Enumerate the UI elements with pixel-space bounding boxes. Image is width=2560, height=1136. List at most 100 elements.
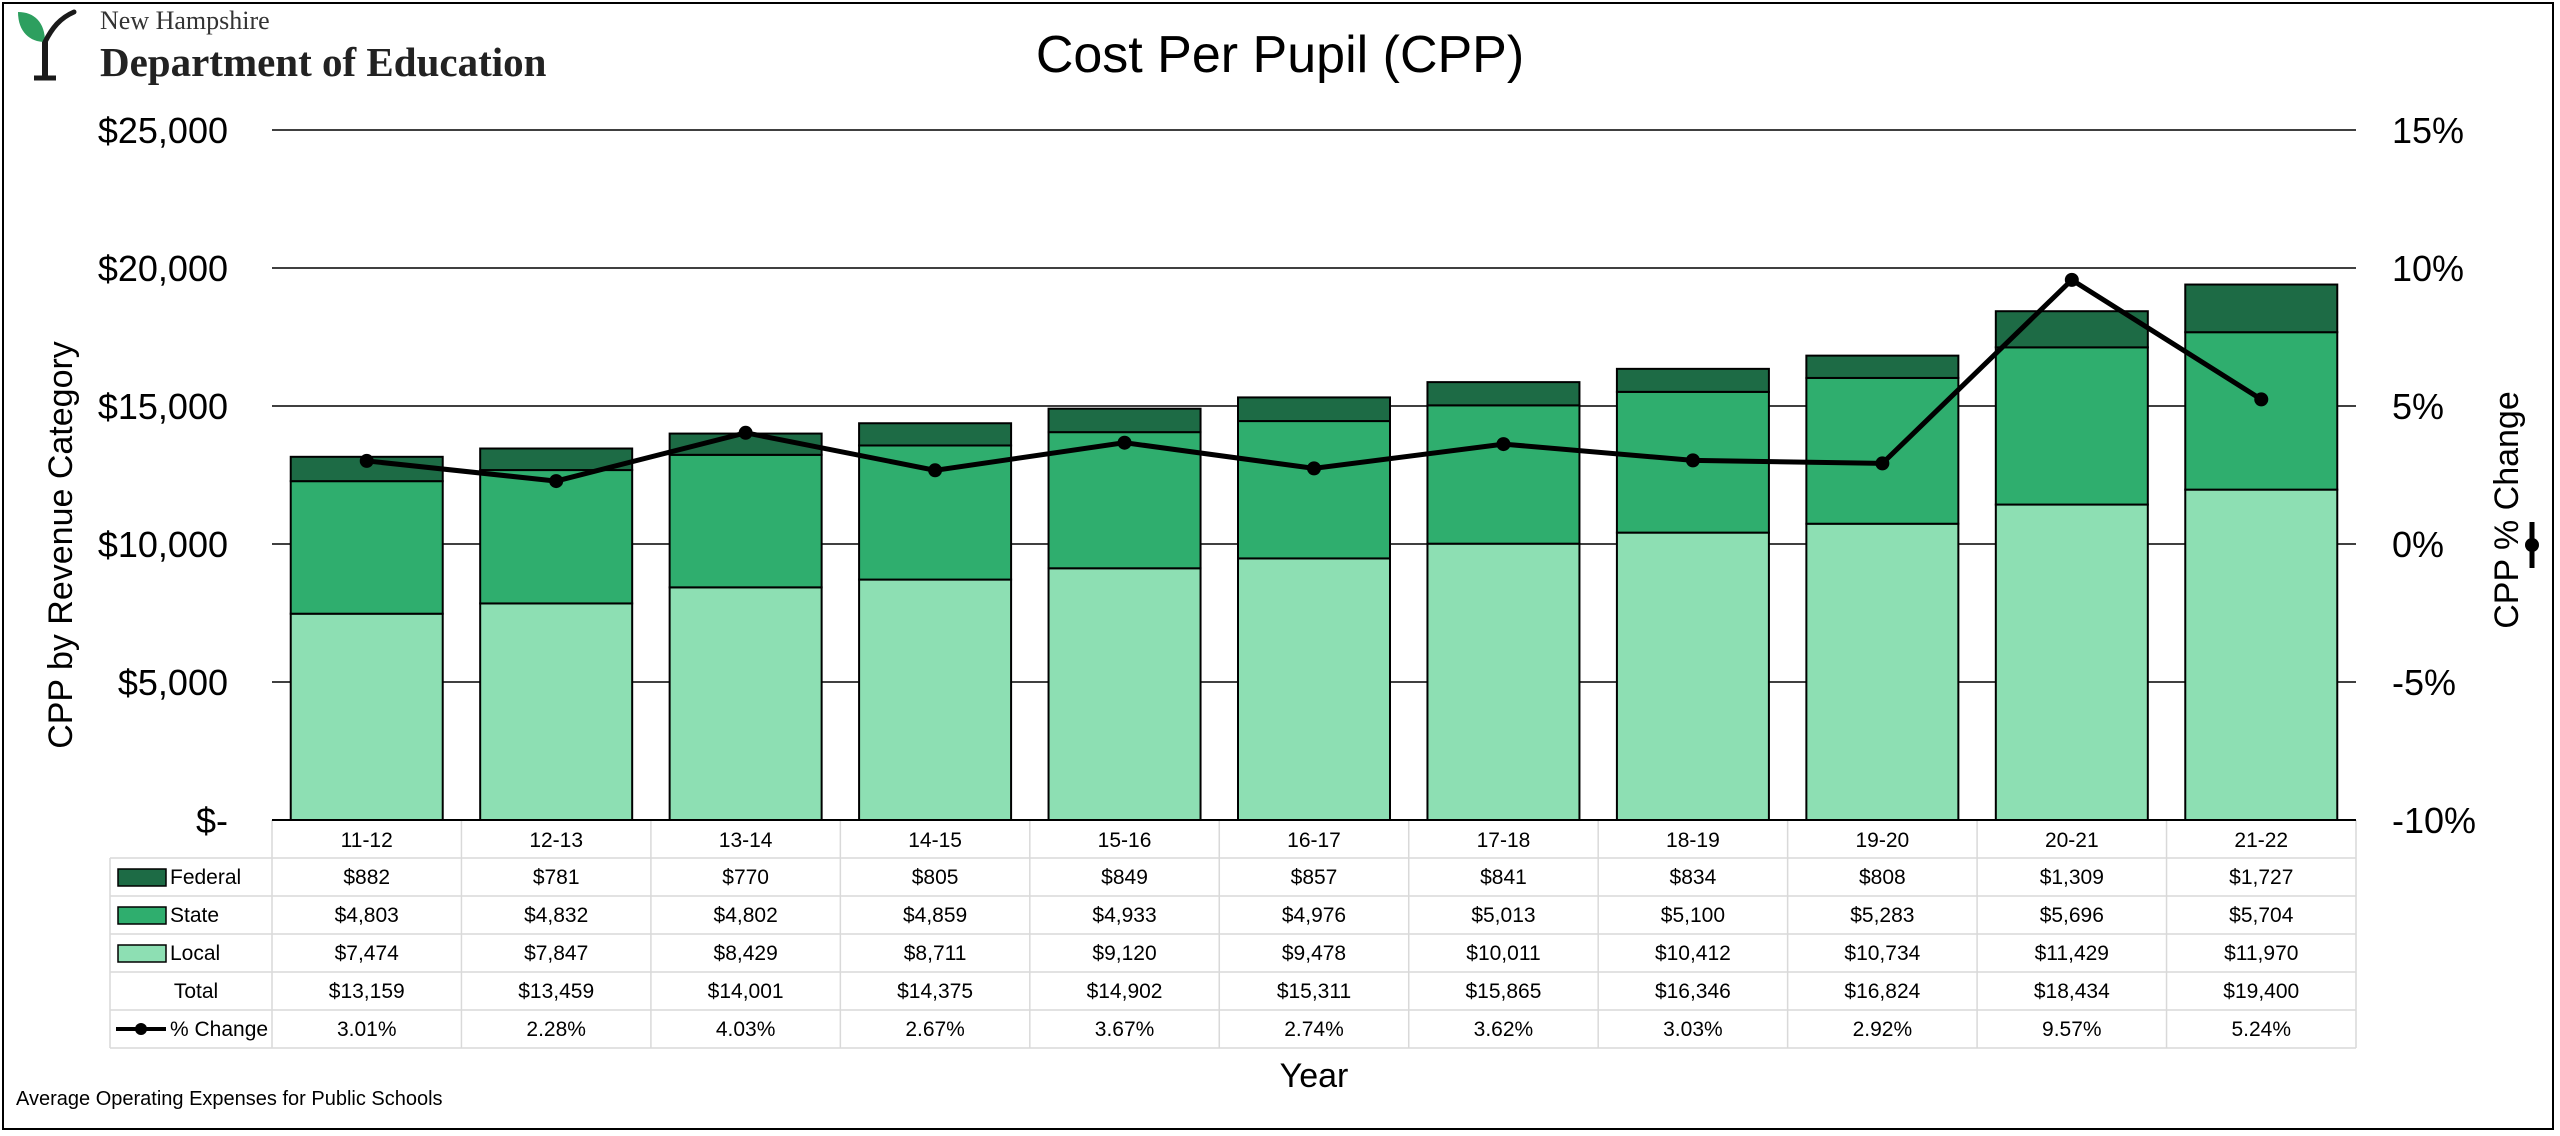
table-cell: $11,970 [2224,942,2298,965]
table-cell: 5.24% [2231,1018,2291,1041]
table-cell: $14,902 [1087,980,1163,1003]
data-table: 11-12 12-13 13-14 14-15 15-16 16-17 17-18 18-19… [109,819,2357,1049]
table-cell: $770 [722,866,769,889]
bar-series [289,283,2339,822]
legend-key-local [117,944,167,963]
bar-segment-state [2184,331,2339,491]
table-cell: 4.03% [716,1018,776,1041]
x-axis-label: Year [1280,1057,1349,1095]
table-cell: 3.67% [1095,1018,1155,1041]
table-cell: $9,120 [1092,942,1156,965]
table-cell: $9,478 [1282,942,1346,965]
y2-axis-ticks: -10% -5% 0% 5% 10% 15% [2392,110,2476,841]
table-cell: 3.01% [337,1018,397,1041]
table-cell: $882 [343,866,390,889]
bar-segment-local [289,612,444,821]
table-row-label: Total [174,980,218,1003]
table-cell: $5,704 [2229,904,2294,927]
table-cell: $16,346 [1655,980,1731,1003]
table-cell: $841 [1480,866,1527,889]
y-tick-label: $- [196,800,228,841]
table-cell: $5,696 [2040,904,2104,927]
legend-key-point [135,1023,147,1035]
table-cell: $15,865 [1465,980,1541,1003]
table-row-label: Federal [170,866,241,889]
table-cell: $1,727 [2229,866,2293,889]
table-cell: $7,474 [335,942,400,965]
table-cell: $4,802 [714,904,778,927]
bar-segment-federal [1047,407,1202,434]
table-cell: $4,803 [335,904,399,927]
y2-tick-label: 0% [2392,524,2444,565]
table-cell: $13,459 [518,980,594,1003]
table-cell: $808 [1859,866,1906,889]
bar-segment-state [1237,420,1391,560]
table-cell: $19,400 [2223,980,2299,1003]
y-tick-label: $15,000 [98,386,228,427]
bar-segment-local [1426,542,1581,821]
bar-segment-state [289,480,444,615]
y2-tick-label: -10% [2392,800,2476,841]
bar-segment-local [1994,503,2149,821]
pct-change-line [359,272,2269,489]
y-axis-label: CPP by Revenue Category [42,341,80,749]
bar-segment-state [1805,376,1960,525]
bar-segment-state [1994,346,2149,506]
table-cell: $18,434 [2034,980,2110,1003]
chart-title: Cost Per Pupil (CPP) [1036,26,1524,84]
table-cell: 3.62% [1474,1018,1534,1041]
bar-segment-state [479,469,634,605]
table-cell: $4,859 [903,904,967,927]
x-tick-label: 12-13 [529,829,583,852]
bar-segment-local [668,586,823,822]
bar-segment-local [1805,522,1960,821]
table-cell: 9.57% [2042,1018,2102,1041]
table-cell: $8,711 [904,942,967,965]
table-cell: $1,309 [2040,866,2104,889]
x-tick-label: 14-15 [908,829,962,852]
org-name-line2: Department of Education [100,39,547,85]
line-point [2254,392,2269,407]
line-point [1496,437,1511,452]
table-cell: $10,412 [1655,942,1731,965]
x-tick-label: 17-18 [1477,829,1531,852]
table-cell: $4,976 [1282,904,1346,927]
line-point [2064,272,2079,287]
y-axis-ticks: $- $5,000 $10,000 $15,000 $20,000 $25,000 [98,110,228,841]
table-cell: $11,429 [2035,942,2109,965]
table-cell: $13,159 [329,980,405,1003]
table-cell: $8,429 [714,942,778,965]
bar-segment-federal [1805,354,1960,379]
bar-segment-local [1237,557,1391,822]
table-cell: $5,100 [1661,904,1725,927]
table-cell: 2.92% [1853,1018,1913,1041]
bar-segment-state [1426,404,1581,545]
bar-segment-federal [1237,396,1391,423]
table-cell: $849 [1101,866,1148,889]
line-point [928,463,943,478]
y-tick-label: $5,000 [118,662,228,703]
bar-segment-local [1615,531,1770,821]
table-cell: $4,933 [1092,904,1156,927]
y-tick-label: $10,000 [98,524,228,565]
table-cell: 2.28% [526,1018,586,1041]
line-point [738,425,753,440]
table-cell: $857 [1291,866,1338,889]
y-tick-label: $20,000 [98,248,228,289]
y2-tick-label: -5% [2392,662,2456,703]
footnote: Average Operating Expenses for Public Sc… [16,1088,443,1110]
table-cell: $14,375 [897,980,973,1003]
table-cell: $7,847 [524,942,588,965]
bar-segment-federal [1426,381,1581,407]
table-cell: $5,283 [1850,904,1914,927]
bar-segment-state [668,453,823,589]
bar-segment-federal [858,422,1013,447]
bar-segment-federal [1615,367,1770,393]
line-point [359,453,374,468]
sprout-logo-icon [18,9,77,81]
x-tick-label: 15-16 [1098,829,1152,852]
y2-tick-label: 5% [2392,386,2444,427]
y2-legend-marker-icon [2525,522,2539,568]
bar-segment-local [1047,567,1202,822]
